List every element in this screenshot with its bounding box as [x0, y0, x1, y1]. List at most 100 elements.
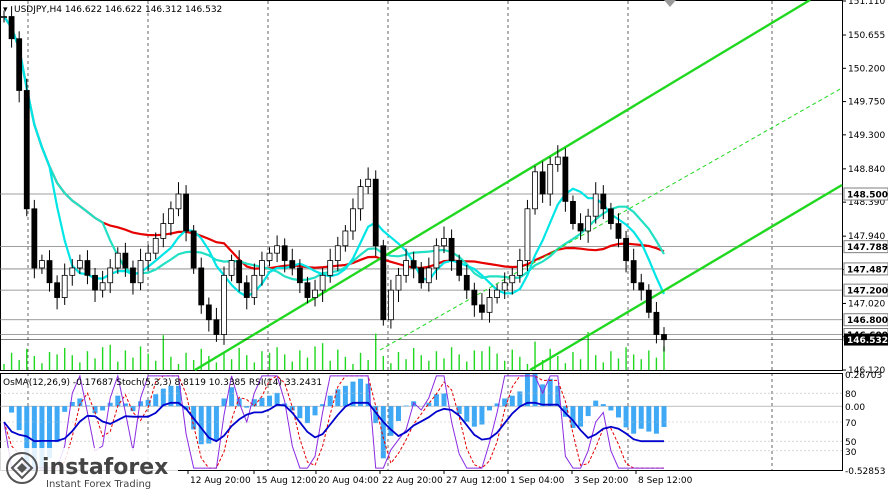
candle-body [615, 223, 622, 239]
candle-body [274, 245, 281, 254]
time-tick-label: 22 Aug 20:00 [382, 476, 443, 486]
osma-bar [350, 381, 356, 407]
candle-body [441, 237, 447, 247]
candle-body [494, 289, 501, 298]
current-price-label: 146.532 [847, 336, 888, 346]
level-tag [843, 187, 888, 201]
candle-body [130, 267, 136, 284]
osma-bar [646, 406, 652, 432]
osma-bar [168, 385, 174, 407]
candle-body [403, 260, 409, 276]
indicator-tick-label: 0.26703 [845, 371, 882, 381]
osma-bar [221, 398, 227, 407]
osma-bar [661, 406, 667, 427]
candle-body [183, 193, 189, 232]
candle-body [160, 223, 167, 239]
ma-turquoise-line [3, 15, 665, 282]
candle-body [304, 282, 311, 298]
candle-body [600, 193, 607, 210]
candle-body [630, 260, 637, 284]
candle-body [289, 260, 296, 269]
candle-body [46, 260, 53, 284]
osma-bar [145, 399, 151, 407]
osma-bar [373, 406, 379, 424]
osma-bar [335, 389, 341, 407]
osma-bar [259, 397, 265, 407]
osma-bar [358, 378, 364, 407]
candle-body [410, 260, 417, 269]
level-tag [843, 313, 888, 327]
osma-bar [547, 378, 553, 407]
osma-bar [160, 388, 166, 407]
candle-body [350, 208, 356, 232]
osma-bar [138, 401, 144, 407]
candle-body [236, 260, 243, 284]
osma-bar [388, 406, 394, 436]
osma-bar [115, 395, 121, 407]
osma-bar [540, 384, 546, 407]
osma-bar [487, 406, 493, 411]
osma-bar [39, 406, 45, 470]
time-tick-label: 20 Aug 04:00 [318, 476, 379, 486]
level-tag-label: 146.800 [847, 316, 888, 326]
candle-body [357, 186, 364, 210]
symbol-header: USDJPY,H4 146.622 146.622 146.312 146.53… [14, 5, 222, 15]
candle-body [167, 208, 174, 224]
candle-body [418, 267, 425, 284]
ma-cyan-line [3, 15, 665, 298]
candle-body [23, 90, 30, 210]
candle-body [577, 223, 584, 232]
candle-body [638, 282, 645, 291]
osma-bar [456, 406, 462, 414]
osma-bar [312, 406, 318, 416]
osma-bar [631, 406, 637, 434]
candle-body [562, 156, 569, 202]
candle-body [213, 319, 220, 335]
level-tag [843, 240, 888, 254]
candle-body [228, 260, 235, 276]
candle-body [486, 297, 493, 313]
candle-body [198, 267, 205, 306]
price-tick-label: 149.750 [848, 98, 885, 108]
candle-body [365, 178, 372, 188]
price-tick-label: 146.120 [848, 366, 885, 376]
candle-body [69, 267, 76, 276]
channel-lower-line [529, 183, 843, 372]
osma-bar [585, 406, 591, 417]
candle-body [539, 171, 546, 195]
candle-body [372, 178, 379, 247]
current-price-tag [844, 333, 888, 346]
price-tick-label: 150.655 [848, 31, 885, 41]
candle-body [39, 260, 45, 269]
logo-mark-icon [6, 452, 38, 484]
candle-body [554, 156, 561, 165]
osma-bar [365, 383, 371, 407]
osma-bar [600, 404, 606, 407]
price-candles [1, 6, 667, 352]
candle-body [532, 171, 538, 210]
osma-bar [69, 401, 75, 407]
price-tick-label: 148.840 [848, 165, 885, 175]
candle-body [479, 304, 485, 313]
candle-body [448, 237, 455, 261]
candle-body [471, 289, 478, 306]
stoch-level-label: 30 [845, 448, 857, 458]
instaforex-logo: instaforex Instant Forex Trading [0, 448, 178, 492]
osma-bar [494, 403, 500, 407]
osma-bar [274, 392, 280, 407]
symbol-header-icon: ▾ [3, 5, 8, 15]
osma-bar [100, 406, 106, 411]
stoch-signal-line [3, 375, 664, 469]
candle-body [607, 208, 614, 224]
price-tick-label: 147.020 [848, 299, 885, 309]
price-tick-label: 149.300 [848, 131, 885, 141]
candle-body [190, 230, 197, 269]
stoch-level-label: 70 [845, 419, 857, 429]
candle-body [623, 237, 629, 261]
osma-bar [297, 406, 303, 419]
osma-bar [153, 394, 159, 407]
candle-body [653, 311, 660, 335]
indicator-tick-label: 0.00 [845, 403, 865, 413]
level-tag-label: 147.788 [847, 243, 888, 253]
